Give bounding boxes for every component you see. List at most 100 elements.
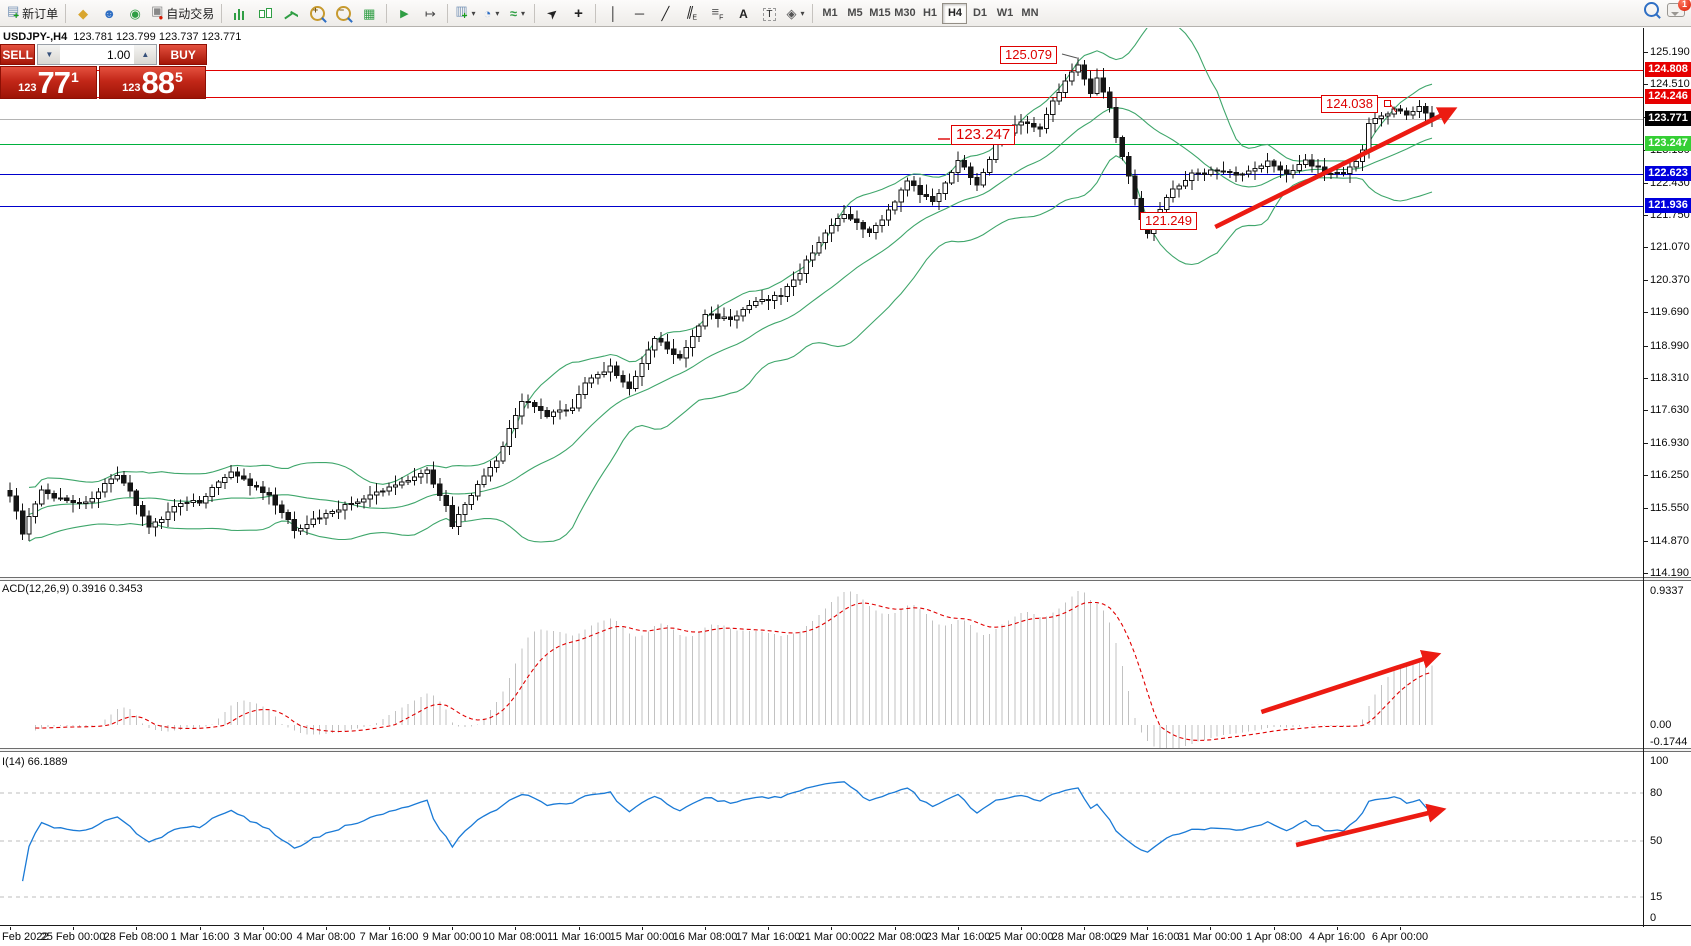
channel-button[interactable]: ∥E [678,2,704,24]
macd-trend-arrow[interactable] [1260,650,1442,715]
fibonacci-button[interactable]: ≡F [704,2,730,24]
timeframe-h1-button[interactable]: H1 [922,7,937,19]
date-tick-mark [1084,927,1085,930]
macd-scale-top: 0.9337 [1650,585,1684,597]
timeframe-d1-button[interactable]: D1 [972,7,987,19]
publish-icon: ◆ [78,5,89,21]
chat-icon[interactable]: 1 [1667,0,1691,17]
zoom-in-button[interactable]: + [304,2,330,24]
zoom-out-button[interactable]: − [330,2,356,24]
level-line-124.808[interactable] [0,70,1643,71]
rsi-trend-arrow[interactable] [1295,803,1447,848]
chart-macd-separator[interactable] [0,577,1691,581]
macd-rsi-separator[interactable] [0,748,1691,752]
price-tick-mark [1643,280,1648,281]
timeframe-w1-button[interactable]: W1 [996,7,1014,19]
sell-button[interactable]: SELL [0,44,36,65]
timeframe-m5-button[interactable]: M5 [847,7,863,19]
annotation-selection-handle[interactable] [1384,100,1391,107]
publish-button[interactable]: ◆ [70,2,96,24]
level-line-121.936[interactable] [0,206,1643,207]
trendline-button[interactable]: ╱ [652,2,678,24]
indicators-dropdown-icon[interactable]: ▾ [521,8,526,18]
date-tick-mark [73,927,74,930]
new-chart-button[interactable]: ▥+ ▾ [452,2,478,24]
ohlc-values: 123.781 123.799 123.737 123.771 [73,31,242,43]
date-label: 28 Feb 08:00 [103,931,169,943]
signals-button[interactable]: ◉ [122,2,148,24]
timeframe-h4-button[interactable]: H4 [942,2,968,24]
new-chart-dropdown-icon[interactable]: ▾ [471,8,476,18]
timeframe-mn-button[interactable]: MN [1021,7,1039,19]
channel-icon: ∥E [685,3,698,22]
level-line-123.771[interactable] [0,119,1643,120]
volume-decrease-button[interactable]: ▼ [38,45,61,64]
price-tick-label: 117.630 [1650,403,1689,416]
price-tick-label: 114.190 [1650,566,1689,579]
date-label: 1 Apr 08:00 [1245,931,1303,943]
date-tick-mark [136,927,137,930]
one-click-trade-panel: SELL ▼ 1.00 ▲ BUY 123 77 1 123 88 5 [0,44,207,99]
indicators-button[interactable]: ≈ ▾ [504,2,530,24]
level-line-124.246[interactable] [0,97,1643,98]
price-annotation-125.079[interactable]: 125.079 [1000,46,1057,64]
rsi-bottom-border [0,925,1691,926]
text-label-button[interactable]: T [756,2,782,24]
sell-price-tile[interactable]: 123 77 1 [0,66,97,99]
timeframe-m15-button[interactable]: M15 [869,7,891,19]
main-chart-plot[interactable] [0,28,1691,578]
price-tick-mark [1643,541,1648,542]
price-annotation-121.249[interactable]: 121.249 [1140,212,1197,230]
price-tick-label: 120.370 [1650,274,1690,287]
autotrading-label: 自动交易 [166,6,215,21]
price-tick-mark [1643,410,1648,411]
rsi-panel-plot[interactable] [0,753,1691,925]
price-tick-label: 115.550 [1650,502,1689,515]
price-tick-mark [1643,84,1648,85]
chart-bars-button[interactable] [226,2,252,24]
autotrading-button[interactable]: ▣● 自动交易 [148,2,217,24]
bar-chart-icon [232,7,246,20]
arrows-button[interactable]: ◈ ▾ [782,2,808,24]
buy-price-prefix: 123 [122,82,141,94]
price-trend-arrow[interactable] [1214,107,1458,230]
level-line-122.623[interactable] [0,174,1643,175]
new-order-button[interactable]: ▤+ 新订单 [4,2,61,24]
price-badge-124.246: 124.246 [1645,88,1691,104]
auto-scroll-button[interactable]: ▶ [391,2,417,24]
community-button[interactable]: ☻ [96,2,122,24]
date-axis[interactable]: Feb 2022 25 Feb 00:00 28 Feb 08:00 1 Mar 16… [0,927,1644,946]
price-tick-label: 124.510 [1650,78,1690,91]
price-annotation-123.247[interactable]: 123.247 [951,125,1016,145]
sell-price-big: 77 [37,65,71,101]
profiles-dropdown-icon[interactable]: ▾ [495,8,500,18]
horizontal-line-button[interactable]: ─ [626,2,652,24]
buy-button[interactable]: BUY [159,44,207,65]
macd-panel-plot[interactable] [0,581,1691,748]
volume-input[interactable]: 1.00 [106,47,131,62]
arrows-dropdown-icon[interactable]: ▾ [800,8,805,18]
price-tick-label: 119.690 [1650,306,1689,319]
search-icon[interactable] [1644,2,1659,17]
profiles-button[interactable]: ◔ ▾ [478,2,504,24]
text-button[interactable]: A [730,2,756,24]
chart-line-button[interactable] [278,2,304,24]
trendline-icon: ╱ [661,5,670,21]
date-tick-mark [958,927,959,930]
buy-price-tile[interactable]: 123 88 5 [99,66,206,99]
chart-shift-button[interactable]: ↦ [417,2,443,24]
chart-candles-button[interactable] [252,2,278,24]
cursor-button[interactable]: ➤ [539,2,565,24]
volume-increase-button[interactable]: ▲ [134,45,157,64]
vertical-line-icon: │ [609,5,618,21]
crosshair-button[interactable]: + [565,2,591,24]
level-line-123.247[interactable] [0,144,1643,145]
tile-windows-button[interactable]: ▦ [356,2,382,24]
vertical-line-button[interactable]: │ [600,2,626,24]
timeframe-m30-button[interactable]: M30 [894,7,916,19]
price-tick-label: 116.250 [1650,469,1689,482]
timeframe-m1-button[interactable]: M1 [822,7,838,19]
price-annotation-124.038[interactable]: 124.038 [1321,95,1378,113]
buy-price-pip: 5 [175,69,183,85]
date-label: 21 Mar 00:00 [798,931,864,943]
